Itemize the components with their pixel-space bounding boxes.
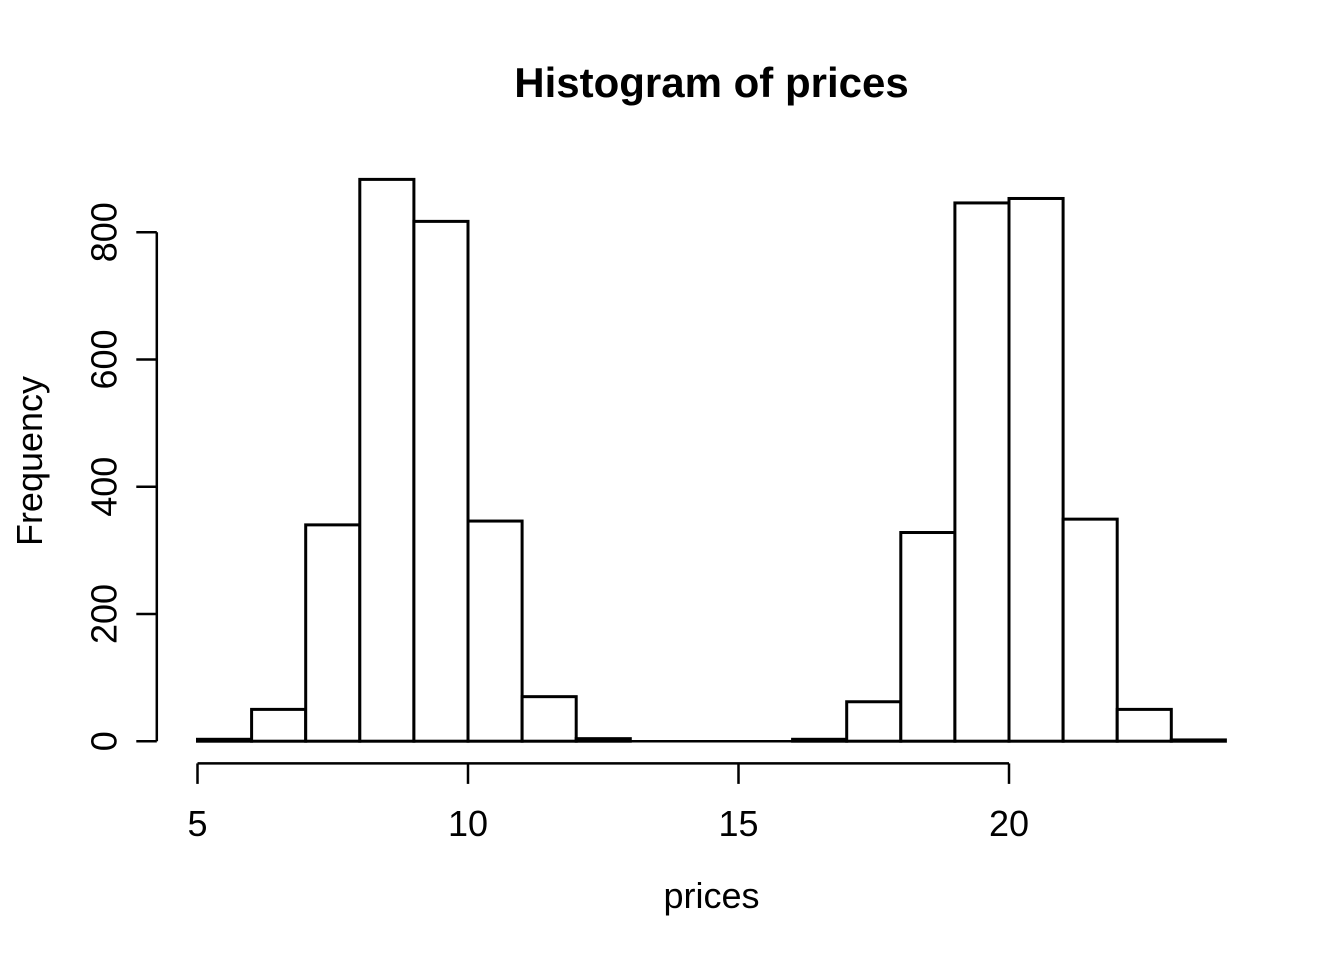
x-axis-label: prices [663, 875, 759, 916]
y-axis-tick-label: 800 [84, 202, 125, 262]
histogram-bar [250, 707, 308, 743]
y-axis-label: Frequency [9, 376, 50, 546]
chart-title: Histogram of prices [514, 59, 908, 106]
histogram-bar [845, 700, 903, 743]
histogram-bar [1007, 196, 1065, 743]
histogram-bar [196, 737, 254, 743]
histogram-bar [1169, 738, 1227, 743]
y-axis-tick-label: 200 [84, 584, 125, 644]
y-axis: 0 200 400 600 800 [84, 202, 159, 751]
histogram-bar [1061, 517, 1119, 743]
histogram-bar [520, 695, 578, 743]
histogram-bar [791, 737, 849, 743]
x-axis: 5 10 15 20 [187, 762, 1029, 844]
bars-layer [196, 177, 1227, 743]
y-axis-tick-label: 400 [84, 457, 125, 517]
histogram-bar [304, 523, 362, 743]
y-axis-tick-label: 600 [84, 329, 125, 389]
x-axis-tick-label: 5 [187, 803, 207, 844]
histogram-bar [1115, 707, 1173, 743]
histogram-bar [899, 531, 957, 743]
x-axis-tick-label: 20 [989, 803, 1029, 844]
histogram-bar [466, 519, 524, 743]
y-axis-tick-label: 0 [84, 731, 125, 751]
x-axis-tick-label: 15 [718, 803, 758, 844]
histogram-bar [574, 737, 632, 743]
x-axis-tick-label: 10 [448, 803, 488, 844]
histogram-bar [358, 177, 416, 743]
histogram-bar [412, 219, 470, 743]
histogram-bar [953, 201, 1011, 743]
